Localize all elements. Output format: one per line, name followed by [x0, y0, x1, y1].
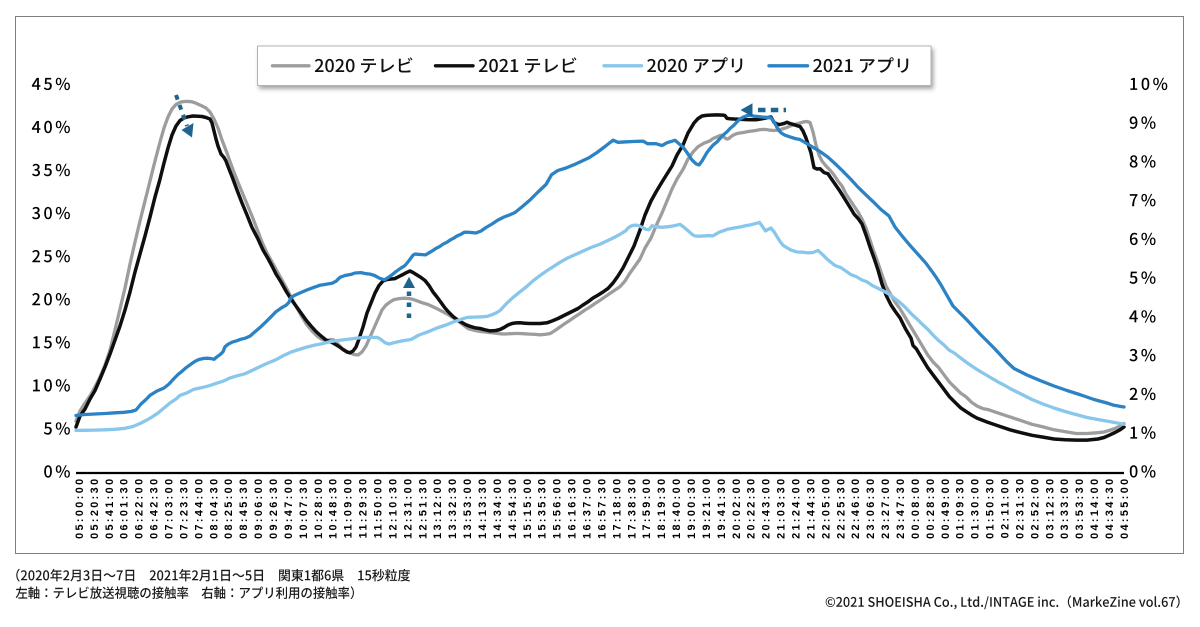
- svg-text:01:09:30: 01:09:30: [955, 477, 967, 539]
- svg-text:21:03:30: 21:03:30: [776, 477, 788, 539]
- svg-text:13:32:30: 13:32:30: [447, 477, 459, 539]
- svg-text:21:24:00: 21:24:00: [790, 477, 802, 539]
- svg-text:08:25:00: 08:25:00: [223, 477, 235, 539]
- svg-text:18:40:00: 18:40:00: [671, 477, 683, 539]
- svg-text:03:53:30: 03:53:30: [1074, 477, 1086, 539]
- svg-text:10:28:00: 10:28:00: [313, 477, 325, 539]
- svg-text:20:43:00: 20:43:00: [761, 477, 773, 539]
- svg-text:02:11:00: 02:11:00: [999, 477, 1011, 539]
- svg-text:00:28:30: 00:28:30: [925, 477, 937, 539]
- svg-text:11:50:00: 11:50:00: [372, 477, 384, 539]
- svg-text:14:34:00: 14:34:00: [492, 477, 504, 539]
- svg-text:05:20:30: 05:20:30: [89, 477, 101, 539]
- svg-text:14:54:30: 14:54:30: [507, 477, 519, 539]
- svg-text:16:57:30: 16:57:30: [596, 477, 608, 539]
- svg-text:09:26:30: 09:26:30: [268, 477, 280, 539]
- svg-text:07:23:30: 07:23:30: [178, 477, 190, 539]
- svg-text:22:25:30: 22:25:30: [835, 477, 847, 539]
- svg-text:04:34:30: 04:34:30: [1104, 477, 1116, 539]
- svg-text:15:15:00: 15:15:00: [522, 477, 534, 539]
- svg-text:06:42:30: 06:42:30: [148, 477, 160, 539]
- svg-text:07:03:00: 07:03:00: [163, 477, 175, 539]
- svg-text:02:52:00: 02:52:00: [1029, 477, 1041, 539]
- svg-text:16:37:00: 16:37:00: [581, 477, 593, 539]
- svg-text:04:55:00: 04:55:00: [1119, 477, 1131, 539]
- svg-text:13:12:00: 13:12:00: [432, 477, 444, 539]
- svg-text:17:38:30: 17:38:30: [626, 477, 638, 539]
- svg-text:01:50:30: 01:50:30: [985, 476, 997, 538]
- svg-text:06:01:30: 06:01:30: [119, 477, 131, 539]
- svg-text:01:30:00: 01:30:00: [970, 476, 982, 538]
- svg-text:23:47:30: 23:47:30: [895, 477, 907, 539]
- svg-text:19:00:30: 19:00:30: [686, 477, 698, 539]
- svg-text:11:09:00: 11:09:00: [343, 477, 355, 539]
- svg-text:17:59:00: 17:59:00: [641, 477, 653, 539]
- svg-text:15:56:00: 15:56:00: [552, 477, 564, 539]
- svg-text:12:51:30: 12:51:30: [417, 477, 429, 539]
- svg-text:17:18:00: 17:18:00: [611, 477, 623, 539]
- svg-text:19:41:30: 19:41:30: [716, 477, 728, 539]
- svg-text:00:08:00: 00:08:00: [910, 477, 922, 539]
- svg-text:09:47:00: 09:47:00: [283, 477, 295, 539]
- svg-text:22:46:00: 22:46:00: [850, 477, 862, 539]
- svg-text:03:33:00: 03:33:00: [1059, 477, 1071, 539]
- svg-text:05:41:00: 05:41:00: [104, 477, 116, 539]
- svg-text:02:31:30: 02:31:30: [1014, 477, 1026, 539]
- svg-text:22:05:00: 22:05:00: [820, 477, 832, 539]
- svg-text:21:44:30: 21:44:30: [805, 477, 817, 539]
- svg-text:04:14:00: 04:14:00: [1089, 477, 1101, 539]
- svg-text:10:48:30: 10:48:30: [328, 477, 340, 539]
- svg-text:23:06:30: 23:06:30: [865, 477, 877, 539]
- svg-text:14:13:30: 14:13:30: [477, 476, 489, 538]
- svg-text:05:00:00: 05:00:00: [74, 477, 86, 539]
- svg-text:09:06:00: 09:06:00: [253, 477, 265, 539]
- svg-text:08:45:30: 08:45:30: [238, 477, 250, 539]
- svg-text:18:19:30: 18:19:30: [656, 477, 668, 539]
- svg-text:15:35:30: 15:35:30: [537, 477, 549, 539]
- svg-text:08:04:30: 08:04:30: [208, 477, 220, 539]
- svg-text:06:22:00: 06:22:00: [134, 477, 146, 539]
- svg-text:20:22:30: 20:22:30: [746, 477, 758, 539]
- svg-text:12:10:30: 12:10:30: [387, 477, 399, 539]
- svg-text:10:07:30: 10:07:30: [298, 477, 310, 539]
- svg-text:07:44:00: 07:44:00: [193, 477, 205, 539]
- svg-text:12:31:00: 12:31:00: [402, 477, 414, 539]
- svg-text:00:49:00: 00:49:00: [940, 477, 952, 539]
- svg-text:23:27:00: 23:27:00: [880, 477, 892, 539]
- svg-text:13:53:00: 13:53:00: [462, 477, 474, 539]
- svg-text:11:29:30: 11:29:30: [358, 477, 370, 539]
- svg-text:19:21:00: 19:21:00: [701, 477, 713, 539]
- svg-text:20:02:00: 20:02:00: [731, 477, 743, 539]
- svg-text:03:12:30: 03:12:30: [1044, 477, 1056, 539]
- svg-text:16:16:30: 16:16:30: [567, 477, 579, 539]
